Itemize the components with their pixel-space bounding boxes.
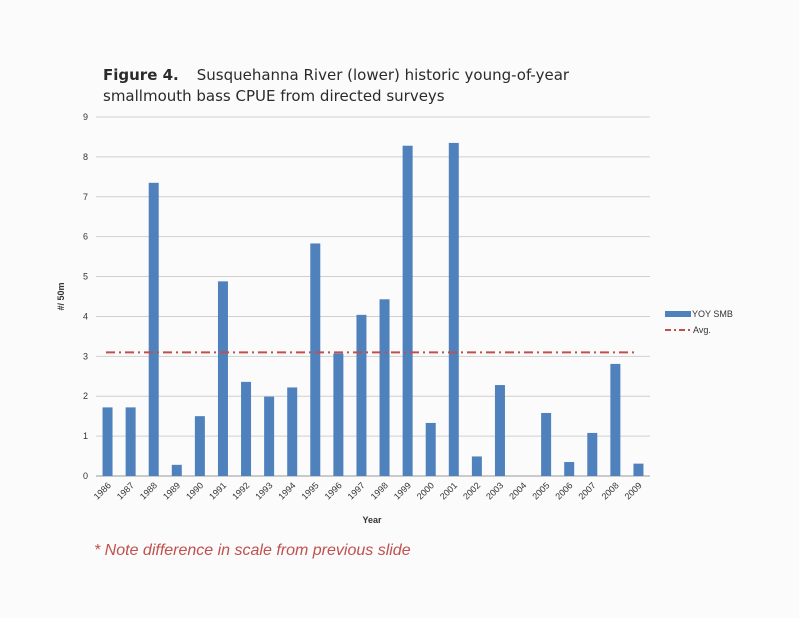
x-tick-label: 2001 — [438, 480, 459, 501]
x-tick-label: 2002 — [461, 480, 482, 501]
bar-series — [102, 142, 644, 477]
x-tick-label: 1990 — [184, 480, 205, 501]
y-tick-label: 8 — [83, 152, 88, 162]
bar — [287, 387, 298, 476]
x-tick-label: 1997 — [346, 480, 367, 501]
bar — [633, 463, 644, 476]
bar — [171, 464, 182, 476]
y-tick-label: 1 — [83, 431, 88, 441]
legend-swatch-bars — [665, 311, 691, 317]
y-tick-label: 6 — [83, 232, 88, 242]
bar — [448, 142, 459, 476]
x-tick-label: 2007 — [576, 480, 597, 501]
x-tick-label: 2004 — [507, 480, 528, 501]
bar — [541, 412, 552, 476]
figure-caption: Susquehanna River (lower) historic young… — [103, 66, 570, 105]
y-tick-label: 0 — [83, 471, 88, 481]
x-axis-title: Year — [362, 515, 382, 525]
legend-label-bars: YOY SMB — [692, 309, 733, 319]
x-tick-label: 1994 — [276, 480, 297, 501]
y-tick-label: 3 — [83, 351, 88, 361]
x-tick-label: 1987 — [115, 480, 136, 501]
bar — [425, 422, 436, 476]
y-axis-title: #/ 50m — [56, 282, 66, 310]
bar — [610, 363, 621, 476]
x-tick-label: 1992 — [230, 480, 251, 501]
x-tick-label: 1996 — [323, 480, 344, 501]
x-tick-label: 2009 — [623, 480, 644, 501]
x-tick-label: 2000 — [415, 480, 436, 501]
legend-label-average: Avg. — [693, 325, 711, 335]
x-tick-label: 1989 — [161, 480, 182, 501]
x-tick-label: 1986 — [92, 480, 113, 501]
y-tick-label: 7 — [83, 192, 88, 202]
y-tick-label: 5 — [83, 272, 88, 282]
x-tick-label: 1995 — [299, 480, 320, 501]
x-tick-label: 1998 — [369, 480, 390, 501]
x-tick-label: 1999 — [392, 480, 413, 501]
y-tick-labels: 0 1 2 3 4 5 6 7 8 9 — [83, 112, 88, 481]
x-tick-label: 1993 — [253, 480, 274, 501]
figure-label: Figure 4. — [103, 66, 179, 84]
bar — [241, 381, 252, 476]
x-tick-label: 1991 — [207, 480, 228, 501]
bar — [217, 281, 228, 476]
x-tick-label: 2005 — [530, 480, 551, 501]
y-tick-label: 4 — [83, 311, 88, 321]
bar — [148, 182, 159, 477]
bar — [125, 407, 136, 476]
bar — [494, 385, 505, 476]
bar — [333, 353, 344, 476]
y-tick-label: 2 — [83, 391, 88, 401]
bar — [194, 416, 205, 476]
bar — [564, 462, 575, 476]
bar — [264, 396, 275, 476]
figure-title: Figure 4. Susquehanna River (lower) histo… — [103, 65, 643, 107]
bar — [310, 243, 321, 476]
x-tick-label: 2006 — [553, 480, 574, 501]
x-tick-label: 2003 — [484, 480, 505, 501]
bar — [587, 432, 598, 476]
bar — [471, 456, 482, 476]
bar — [356, 314, 367, 476]
x-tick-labels: 1986 1987 1988 1989 1990 1991 1992 1993 1994 1995… — [92, 480, 644, 501]
bar — [402, 145, 413, 476]
y-tick-label: 9 — [83, 112, 88, 122]
legend: YOY SMB Avg. — [665, 309, 733, 335]
gridlines — [96, 116, 650, 477]
x-tick-label: 1988 — [138, 480, 159, 501]
bar — [102, 407, 113, 476]
footnote: * Note difference in scale from previous… — [94, 542, 411, 559]
bar — [379, 299, 390, 476]
x-tick-label: 2008 — [600, 480, 621, 501]
